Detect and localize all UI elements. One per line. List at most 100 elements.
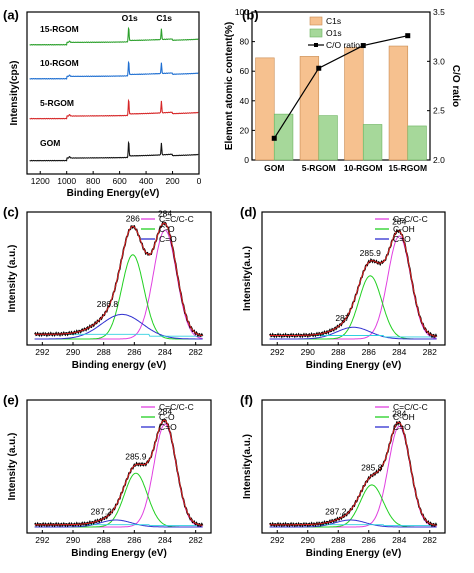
survey-line-15-rgom [29,26,199,46]
component-curve [34,313,203,340]
x-axis-label: Binding Energy (eV) [306,548,402,559]
panel-frame-e [26,399,212,534]
panel-frame-c [26,211,212,346]
peak-label: 285.9 [360,248,382,258]
x-tick-label: 286 [127,535,141,545]
component-curve [34,254,203,340]
x-tick-label: 288 [331,347,345,357]
ratio-point [360,43,366,49]
x-tick-label: 282 [423,535,437,545]
peak-label: 285.9 [125,452,147,462]
bar-o1s [362,124,383,161]
bar-c1s [388,45,409,161]
x-tick-label: 290 [301,347,315,357]
x-tick-label: 286 [127,347,141,357]
x-tick-label: 292 [270,535,284,545]
peak-label: 284 [392,409,406,419]
x-tick-label: 290 [66,347,80,357]
panel-frame-b [251,11,431,161]
y-tick-label: 40 [240,96,250,106]
x-axis-label: Binding Energy (eV) [306,360,402,371]
x-tick-label: 292 [35,347,49,357]
component-curve [269,275,437,340]
bar-o1s [318,115,338,161]
series-label: 10-RGOM [40,58,79,68]
panel-label-c: (c) [3,205,19,220]
y-tick-label: 60 [240,66,250,76]
legend-swatch-c1s [309,16,323,26]
x-tick-label: 288 [97,535,111,545]
x-tick-label: 0 [197,176,202,186]
y2-tick-label: 3.0 [433,56,445,66]
y-tick-label: 80 [240,37,250,47]
x-tick-label: 284 [392,347,406,357]
x-tick-label: 288 [331,535,345,545]
x-tick-label: 286 [362,347,376,357]
panel-frame-f [261,399,446,534]
survey-line-10-rgom [29,60,199,80]
category-label: 5-RGOM [302,163,336,173]
annotation-c1s: C1s [156,13,172,23]
x-tick-label: 284 [158,535,172,545]
bar-c1s [299,56,320,161]
x-tick-label: 800 [86,176,100,186]
x-tick-label: 282 [189,347,203,357]
fit-envelope [269,421,437,526]
x-axis-label: Binding Energy(eV) [67,188,160,199]
peak-label: 287.2 [91,507,113,517]
x-axis-label: Binding Energy (eV) [71,548,167,559]
y2-axis-label: C/O ratio [450,65,461,107]
component-curve [34,229,203,340]
bar-o1s [407,125,427,161]
panel-label-b: (b) [242,8,259,23]
x-tick-label: 292 [35,535,49,545]
x-tick-label: 284 [158,347,172,357]
panel-label-a: (a) [3,8,19,23]
panel-label-d: (d) [240,205,257,220]
component-curve [269,326,437,340]
panel-label-e: (e) [3,393,19,408]
panel-frame-a [26,11,200,175]
y2-tick-label: 2.5 [433,106,445,116]
x-tick-label: 282 [189,535,203,545]
component-curve [269,425,437,528]
x-tick-label: 284 [392,535,406,545]
x-tick-label: 288 [97,347,111,357]
fit-envelope [34,419,203,526]
y-tick-label: 0 [244,155,249,165]
y-axis-label: Intensity(a.u.) [242,434,253,499]
peak-label: 287 [335,313,349,323]
survey-line-5-rgom [29,98,199,120]
fit-envelope [34,222,203,337]
ratio-line [273,35,408,139]
category-label: GOM [264,163,284,173]
legend-label: C=O [159,234,177,244]
legend-label: C=O [393,234,411,244]
peak-label: 286 [126,213,140,223]
ratio-point [271,135,277,141]
panel-frame-d [261,211,446,346]
legend-label: C-O [159,224,175,234]
panel-label-f: (f) [240,393,253,408]
series-label: 15-RGOM [40,24,79,34]
x-tick-label: 286 [362,535,376,545]
legend-label: C-OH [393,224,415,234]
y-axis-label: Element atomic content(%) [224,22,235,150]
series-label: GOM [40,138,60,148]
y2-tick-label: 3.5 [433,7,445,17]
fit-envelope [269,230,437,337]
bar-c1s [344,47,364,161]
peak-label: 287.2 [325,507,347,517]
ratio-point [316,65,322,71]
y-axis-label: Intensity(a.u.) [242,246,253,311]
component-curve [34,519,203,528]
x-axis-label: Binding energy (eV) [72,360,166,371]
category-label: 10-RGOM [344,163,383,173]
legend-label: C=C/C-C [393,402,428,412]
legend-label: C=C/C-C [159,402,194,412]
component-curve [269,519,437,528]
x-tick-label: 292 [270,347,284,357]
x-tick-label: 200 [165,176,179,186]
y-axis-label: Intensity(cps) [9,60,20,125]
